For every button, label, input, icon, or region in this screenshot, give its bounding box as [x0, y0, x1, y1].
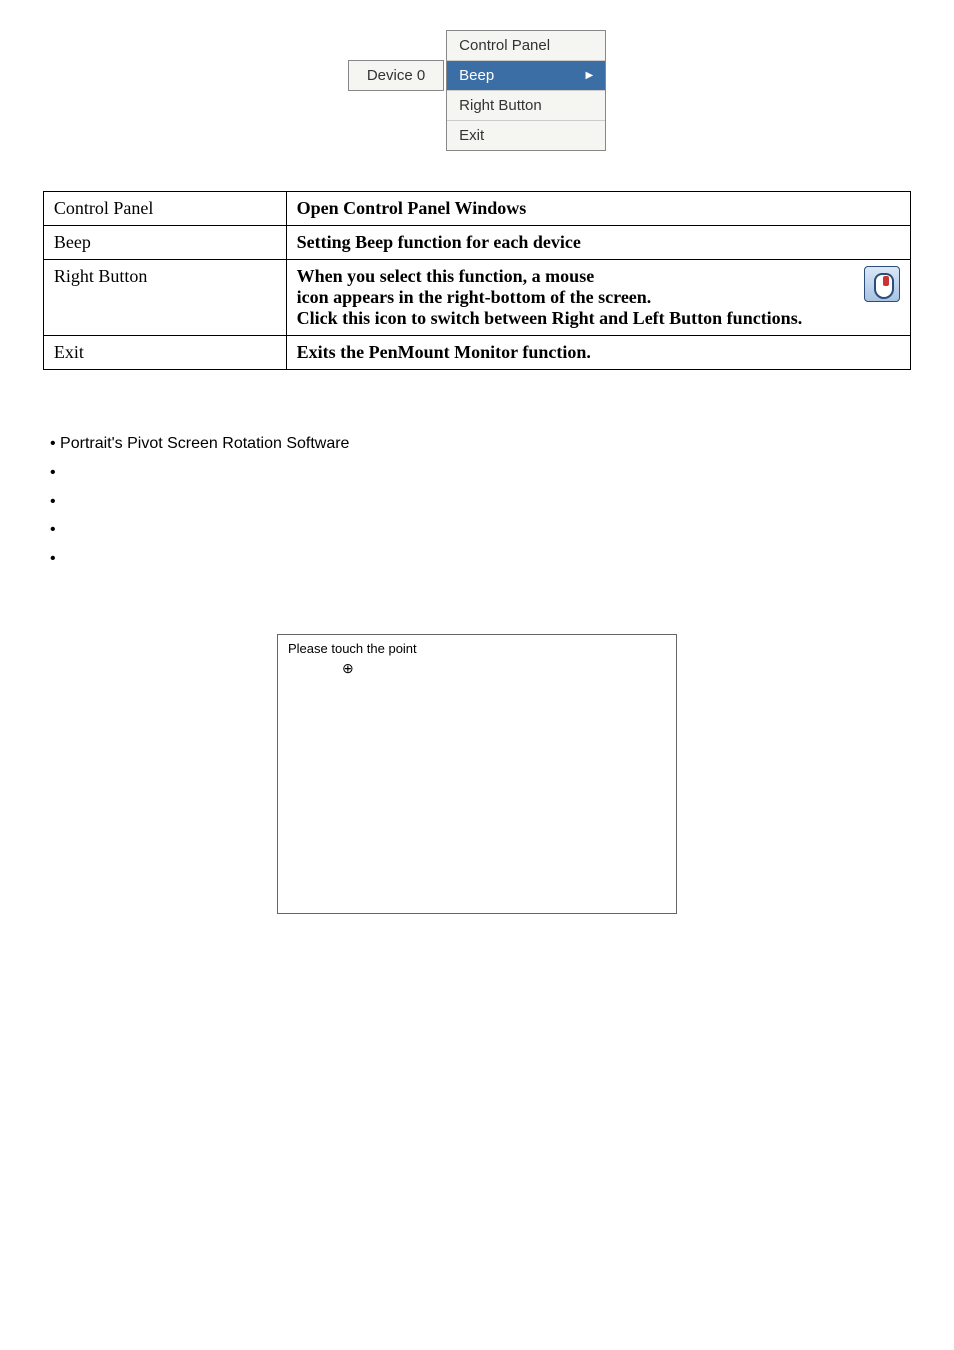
table-row: Right Button When you select this functi…: [43, 260, 910, 336]
list-item: • Portrait's Pivot Screen Rotation Softw…: [50, 430, 934, 459]
calibration-instruction: Please touch the point: [288, 641, 666, 656]
cell-text-line: When you select this function, a mouse: [297, 266, 595, 286]
bullet-list: • Portrait's Pivot Screen Rotation Softw…: [50, 430, 934, 574]
list-item-text: Portrait's Pivot Screen Rotation Softwar…: [60, 435, 349, 452]
context-menu-figure: Device 0 Control Panel Beep ▶ Right Butt…: [20, 30, 934, 151]
cell-label: Control Panel: [43, 192, 286, 226]
menu-item-control-panel[interactable]: Control Panel: [447, 31, 605, 61]
table-row: Beep Setting Beep function for each devi…: [43, 226, 910, 260]
cell-value: Setting Beep function for each device: [286, 226, 910, 260]
list-item: •: [50, 459, 934, 488]
mouse-icon: [864, 266, 900, 302]
list-item: •: [50, 516, 934, 545]
cell-text-line: Click this icon to switch between Right …: [297, 308, 803, 328]
description-table: Control Panel Open Control Panel Windows…: [43, 191, 911, 370]
table-row: Exit Exits the PenMount Monitor function…: [43, 336, 910, 370]
crosshair-icon: ⊕: [342, 661, 354, 675]
submenu-arrow-icon: ▶: [585, 70, 593, 81]
cell-value: Exits the PenMount Monitor function.: [286, 336, 910, 370]
cell-label: Beep: [43, 226, 286, 260]
calibration-figure: Please touch the point ⊕: [20, 634, 934, 914]
cell-value: When you select this function, a mouse i…: [286, 260, 910, 336]
cell-label: Right Button: [43, 260, 286, 336]
menu-item-right-button[interactable]: Right Button: [447, 91, 605, 121]
calibration-box: Please touch the point ⊕: [277, 634, 677, 914]
menu-item-beep-label: Beep: [459, 67, 494, 84]
list-item: •: [50, 545, 934, 574]
menu-item-beep[interactable]: Beep ▶: [447, 61, 605, 91]
table-row: Control Panel Open Control Panel Windows: [43, 192, 910, 226]
list-item: •: [50, 488, 934, 517]
cell-value: Open Control Panel Windows: [286, 192, 910, 226]
device-submenu-item[interactable]: Device 0: [348, 60, 444, 91]
cell-label: Exit: [43, 336, 286, 370]
cell-text-line: icon appears in the right-bottom of the …: [297, 287, 652, 307]
context-menu: Control Panel Beep ▶ Right Button Exit: [446, 30, 606, 151]
menu-container: Device 0 Control Panel Beep ▶ Right Butt…: [348, 30, 606, 151]
menu-item-exit[interactable]: Exit: [447, 121, 605, 150]
